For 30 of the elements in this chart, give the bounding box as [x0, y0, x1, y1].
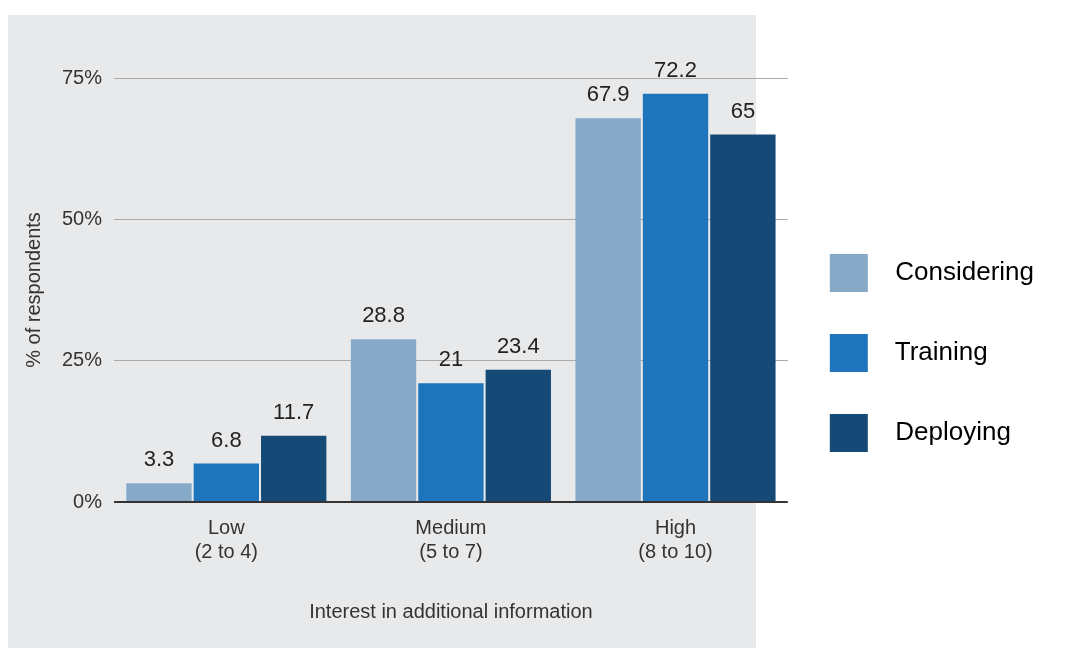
data-label: 21 [438, 346, 464, 372]
y-tick-label: 0% [73, 489, 103, 512]
bar [261, 435, 327, 501]
y-tick-label: 25% [62, 348, 103, 371]
legend-label: Deploying [880, 416, 1011, 447]
x-tick-label: High (8 to 10) [638, 515, 713, 562]
legend-label: Training [880, 336, 988, 367]
data-label: 65 [730, 97, 756, 123]
y-tick-label: 75% [62, 65, 103, 88]
y-tick-label: 50% [62, 206, 103, 229]
data-label: 3.3 [143, 446, 175, 472]
bar [126, 483, 192, 501]
x-tick-label: Low (2 to 4) [194, 515, 259, 562]
data-label: 28.8 [362, 302, 405, 328]
legend-label: Considering [880, 256, 1035, 287]
bar [710, 134, 776, 501]
data-label: 72.2 [654, 56, 697, 82]
x-tick-label: Medium (5 to 7) [415, 515, 487, 562]
data-label: 23.4 [496, 332, 540, 358]
bar [642, 93, 709, 501]
x-axis-title: Interest in additional information [309, 599, 593, 622]
bar [350, 339, 417, 501]
bar [575, 118, 641, 501]
data-label: 67.9 [586, 81, 630, 107]
bar [485, 369, 551, 501]
bar [418, 383, 484, 501]
data-label: 6.8 [211, 426, 242, 452]
y-axis-title: % of respondents [21, 212, 44, 368]
data-label: 11.7 [273, 398, 315, 424]
bar [193, 463, 259, 501]
